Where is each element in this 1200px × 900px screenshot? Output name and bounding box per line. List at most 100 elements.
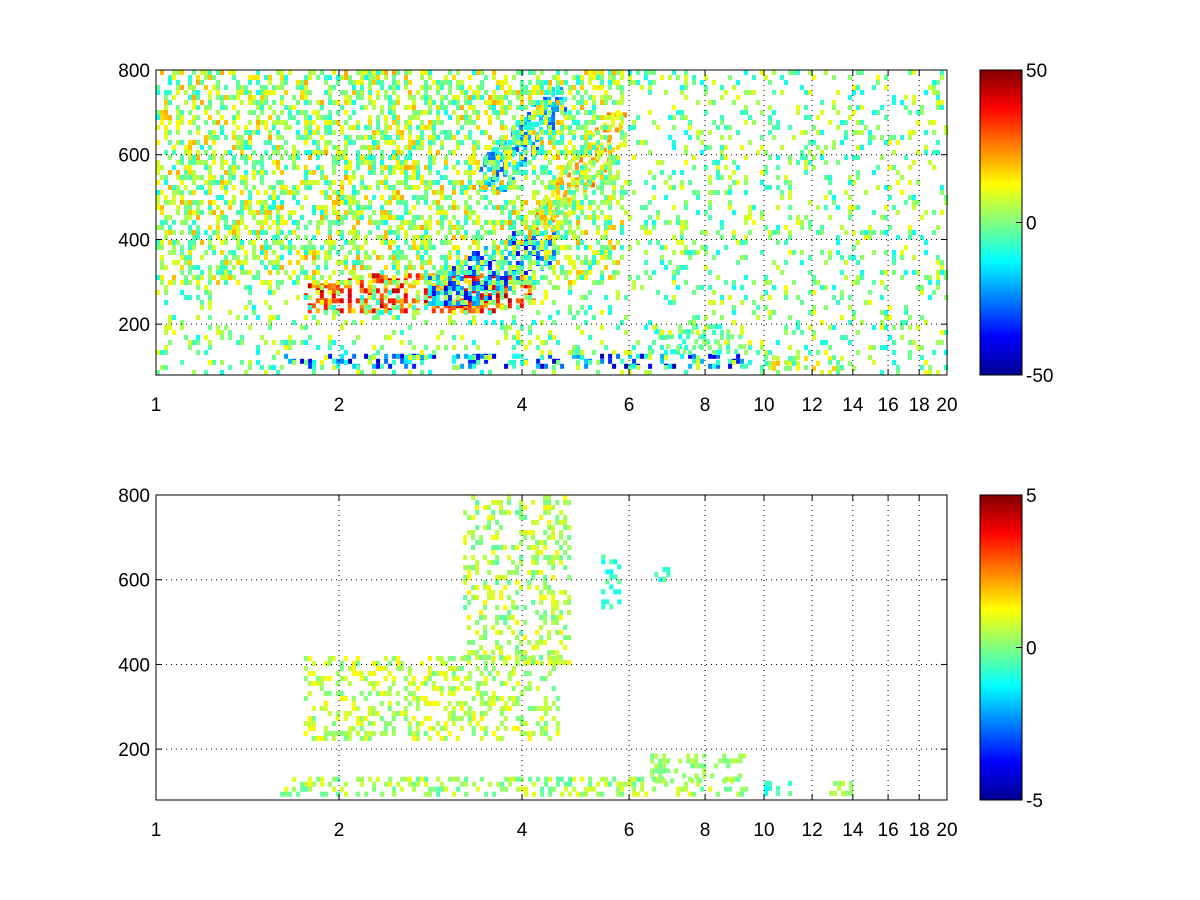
heatmap-cell [240,150,244,155]
heatmap-cell [592,160,596,165]
heatmap-cell [768,120,772,125]
heatmap-cell [820,285,824,290]
heatmap-cell [460,115,464,120]
heatmap-cell [544,295,548,300]
heatmap-cell [536,220,540,225]
heatmap-cell [436,220,440,225]
heatmap-cell [240,145,244,150]
heatmap-cell [332,85,336,90]
heatmap-cell [468,115,472,120]
heatmap-cell [276,150,280,155]
heatmap-cell [383,308,388,314]
heatmap-cell [531,121,536,127]
heatmap-cell [232,220,236,225]
heatmap-cell [360,185,364,190]
heatmap-cell [504,165,508,170]
heatmap-cell [884,345,888,350]
heatmap-cell [464,345,468,350]
heatmap-cell [460,300,464,305]
heatmap-cell [908,180,912,185]
heatmap-cell [500,180,504,185]
heatmap-cell [504,95,508,100]
heatmap-cell [396,265,400,270]
heatmap-cell [696,285,700,290]
heatmap-cell [488,255,492,260]
heatmap-cell [864,190,868,195]
heatmap-cell [456,120,460,125]
heatmap-cell [804,165,808,170]
heatmap-cell [252,215,256,220]
heatmap-cell [476,95,480,100]
heatmap-cell [752,90,756,95]
heatmap-cell [240,90,244,95]
heatmap-cell [604,225,608,230]
heatmap-cell [528,90,532,95]
heatmap-cell [352,320,356,325]
heatmap-cell [436,345,440,350]
heatmap-cell [392,265,396,270]
heatmap-cell [164,110,168,115]
heatmap-cell [372,295,376,300]
heatmap-cell [596,85,600,90]
heatmap-cell [584,270,588,275]
heatmap-cell [372,100,376,105]
heatmap-cell [248,190,252,195]
heatmap-cell [436,80,440,85]
heatmap-cell [688,180,692,185]
heatmap-cell [156,240,160,245]
heatmap-cell [356,260,360,265]
heatmap-cell [360,90,364,95]
heatmap-cell [439,308,444,314]
heatmap-cell [272,290,276,295]
heatmap-cell [824,195,828,200]
heatmap-cell [772,355,776,360]
heatmap-cell [408,340,412,345]
heatmap-cell [580,275,584,280]
heatmap-cell [664,180,668,185]
heatmap-cell [479,293,484,299]
heatmap-cell [392,315,396,320]
heatmap-cell [320,360,324,365]
heatmap-cell [828,345,832,350]
heatmap-cell [560,225,564,230]
heatmap-cell [844,120,848,125]
heatmap-cell [336,280,340,285]
heatmap-cell [508,210,512,215]
heatmap-cell [527,283,532,289]
heatmap-cell [532,100,536,105]
heatmap-cell [580,260,584,265]
heatmap-cell [876,110,880,115]
heatmap-cell [344,155,348,160]
heatmap-cell [304,340,308,345]
heatmap-cell [307,283,312,289]
heatmap-cell [848,205,852,210]
heatmap-cell [880,325,884,330]
heatmap-cell [348,195,352,200]
heatmap-cell [504,220,508,225]
heatmap-cell [888,335,892,340]
heatmap-cell [308,305,312,310]
heatmap-cell [475,291,480,296]
x-tick-label: 1 [151,395,162,416]
heatmap-cell [324,175,328,180]
heatmap-cell [376,115,380,120]
heatmap-cell [204,110,208,115]
heatmap-cell [500,145,504,150]
heatmap-cell [456,95,460,100]
heatmap-cell [316,220,320,225]
heatmap-cell [164,200,168,205]
heatmap-cell [244,370,248,375]
heatmap-cell [276,240,280,245]
heatmap-cell [888,185,892,190]
heatmap-cell [236,340,240,345]
heatmap-cell [784,180,788,185]
heatmap-cell [319,681,324,686]
heatmap-cell [384,230,388,235]
heatmap-cell [428,120,432,125]
heatmap-cell [672,235,676,240]
heatmap-cell [432,160,436,165]
heatmap-cell [512,285,516,290]
heatmap-cell [256,105,260,110]
heatmap-cell [656,210,660,215]
heatmap-cell [712,290,716,295]
